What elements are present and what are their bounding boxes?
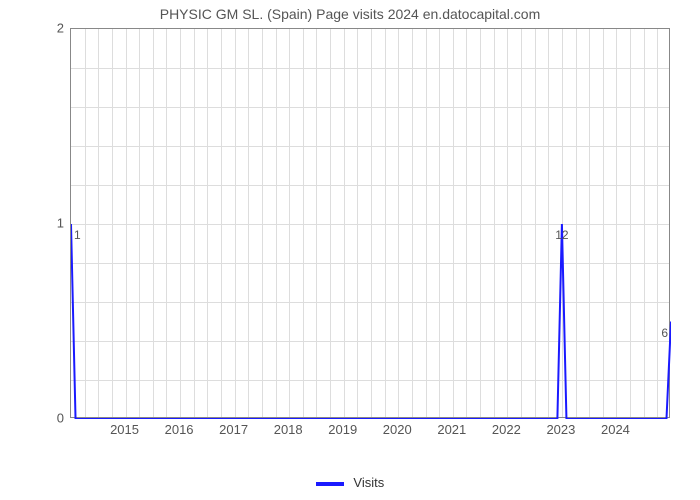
x-tick-label: 2019: [328, 422, 357, 437]
x-tick-label: 2018: [274, 422, 303, 437]
y-tick-label: 1: [34, 216, 64, 231]
legend-swatch: [316, 482, 344, 486]
data-point-label: 6: [661, 326, 668, 340]
x-tick-label: 2017: [219, 422, 248, 437]
y-tick-label: 0: [34, 411, 64, 426]
x-tick-label: 2023: [546, 422, 575, 437]
x-tick-label: 2015: [110, 422, 139, 437]
x-tick-label: 2022: [492, 422, 521, 437]
x-tick-label: 2021: [437, 422, 466, 437]
y-tick-label: 2: [34, 21, 64, 36]
plot-area: 1 12 6: [70, 28, 670, 418]
data-point-label: 1: [74, 228, 81, 242]
legend: Visits: [0, 475, 700, 490]
x-tick-label: 2016: [165, 422, 194, 437]
data-point-label: 12: [555, 228, 568, 242]
x-tick-label: 2020: [383, 422, 412, 437]
x-tick-label: 2024: [601, 422, 630, 437]
chart-title: PHYSIC GM SL. (Spain) Page visits 2024 e…: [0, 6, 700, 22]
legend-label: Visits: [353, 475, 384, 490]
chart-container: PHYSIC GM SL. (Spain) Page visits 2024 e…: [0, 0, 700, 500]
